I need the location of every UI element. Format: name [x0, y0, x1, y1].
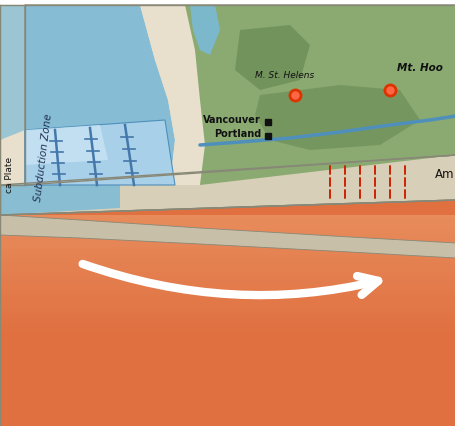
- Bar: [0, 267, 455, 269]
- Polygon shape: [234, 25, 309, 90]
- Bar: [0, 269, 455, 271]
- Bar: [0, 317, 455, 319]
- Bar: [0, 311, 455, 313]
- Polygon shape: [0, 5, 25, 185]
- Bar: [0, 285, 455, 287]
- Bar: [0, 233, 455, 235]
- Polygon shape: [25, 120, 175, 185]
- Bar: [0, 275, 455, 277]
- Bar: [0, 319, 455, 321]
- Bar: [0, 271, 455, 273]
- Bar: [0, 259, 455, 261]
- Bar: [0, 323, 455, 325]
- Bar: [0, 263, 455, 265]
- Polygon shape: [0, 5, 25, 140]
- Bar: [0, 277, 455, 279]
- Polygon shape: [0, 215, 455, 258]
- Polygon shape: [185, 5, 455, 185]
- Polygon shape: [25, 125, 108, 165]
- Polygon shape: [25, 5, 455, 185]
- Bar: [0, 221, 455, 223]
- Bar: [0, 307, 455, 309]
- Bar: [0, 329, 455, 331]
- Bar: [0, 223, 455, 225]
- Bar: [0, 325, 455, 327]
- Bar: [0, 281, 455, 283]
- Polygon shape: [0, 200, 455, 426]
- Bar: [0, 227, 455, 229]
- Bar: [0, 237, 455, 239]
- Bar: [0, 257, 455, 259]
- Bar: [0, 265, 455, 267]
- Text: Subduction Zone: Subduction Zone: [33, 113, 53, 203]
- Bar: [0, 251, 455, 253]
- Bar: [0, 235, 455, 237]
- Bar: [0, 327, 455, 329]
- Bar: [0, 297, 455, 299]
- Bar: [0, 249, 455, 251]
- Bar: [0, 331, 455, 333]
- Bar: [0, 241, 455, 243]
- Bar: [0, 247, 455, 249]
- Bar: [0, 225, 455, 227]
- Bar: [0, 305, 455, 307]
- Text: Am: Am: [434, 169, 454, 181]
- Bar: [0, 283, 455, 285]
- Text: Mt. Hoo: Mt. Hoo: [396, 63, 442, 73]
- Bar: [0, 215, 455, 217]
- Bar: [0, 273, 455, 275]
- Bar: [0, 245, 455, 247]
- Bar: [0, 321, 455, 323]
- Polygon shape: [25, 5, 175, 185]
- Bar: [0, 239, 455, 241]
- Polygon shape: [140, 5, 205, 185]
- Bar: [0, 289, 455, 291]
- Bar: [0, 219, 455, 221]
- Bar: [0, 303, 455, 305]
- Bar: [0, 287, 455, 289]
- Text: Portland: Portland: [214, 129, 261, 139]
- Bar: [0, 231, 455, 233]
- Bar: [0, 243, 455, 245]
- Bar: [0, 315, 455, 317]
- Text: Vancouver: Vancouver: [202, 115, 260, 125]
- Polygon shape: [0, 175, 120, 215]
- Bar: [0, 279, 455, 281]
- Bar: [0, 217, 455, 219]
- Text: M. St. Helens: M. St. Helens: [255, 70, 314, 80]
- Bar: [0, 313, 455, 315]
- Bar: [0, 295, 455, 297]
- Polygon shape: [0, 155, 455, 215]
- Bar: [0, 333, 455, 335]
- Bar: [0, 309, 455, 311]
- Polygon shape: [254, 85, 419, 150]
- Bar: [0, 293, 455, 295]
- Bar: [0, 255, 455, 257]
- Bar: [0, 261, 455, 263]
- Bar: [0, 229, 455, 231]
- Bar: [0, 301, 455, 303]
- Bar: [0, 291, 455, 293]
- Bar: [0, 253, 455, 255]
- Bar: [0, 299, 455, 301]
- Text: ca Plate: ca Plate: [5, 157, 15, 193]
- Polygon shape: [190, 5, 219, 55]
